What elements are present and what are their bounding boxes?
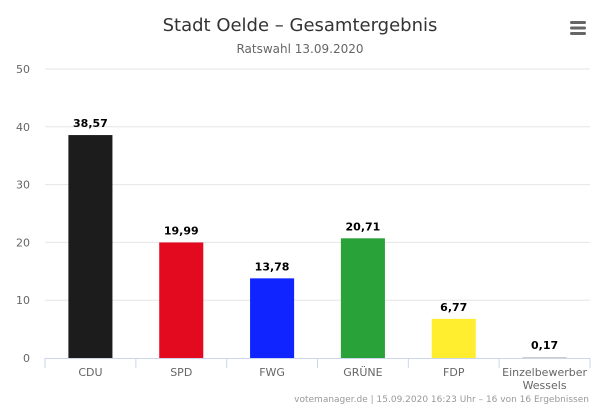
gridlines <box>45 68 590 301</box>
y-tick-label: 50 <box>16 63 30 76</box>
chart-menu-button[interactable] <box>566 16 590 38</box>
data-label: 13,78 <box>255 260 290 273</box>
data-label: 6,77 <box>440 301 467 314</box>
bar-spd[interactable] <box>159 242 204 358</box>
y-tick-label: 40 <box>16 121 30 134</box>
bar-fdp[interactable] <box>431 318 476 358</box>
hamburger-menu-icon <box>570 21 586 35</box>
credits-text[interactable]: votemanager.de | 15.09.2020 16:23 Uhr – … <box>294 395 589 405</box>
bar-grüne[interactable] <box>340 238 385 358</box>
data-label: 0,17 <box>531 339 558 352</box>
y-tick-label: 10 <box>16 294 30 307</box>
chart-title: Stadt Oelde – Gesamtergebnis <box>163 15 438 36</box>
data-label: 19,99 <box>164 224 199 237</box>
y-tick-label: 0 <box>23 352 30 365</box>
y-tick-label: 20 <box>16 236 30 249</box>
x-axis-tick-marks <box>44 358 591 368</box>
y-tick-label: 30 <box>16 179 30 192</box>
y-axis-ticks: 0 10 20 30 40 50 <box>16 63 30 365</box>
x-tick-label: SPD <box>170 366 192 379</box>
data-label: 38,57 <box>73 117 108 130</box>
chart-subtitle: Ratswahl 13.09.2020 <box>236 42 363 56</box>
x-tick-label: FWG <box>259 366 285 379</box>
x-tick-label: GRÜNE <box>343 366 382 379</box>
bar-fwg[interactable] <box>250 278 295 358</box>
bars <box>68 135 567 358</box>
x-tick-label: CDU <box>78 366 102 379</box>
data-label: 20,71 <box>346 220 381 233</box>
x-tick-label: FDP <box>443 366 465 379</box>
x-tick-label: Einzelbewerber <box>502 366 587 379</box>
data-labels: 38,57 19,99 13,78 20,71 6,77 0,17 <box>73 117 558 352</box>
bar-einzelbewerber-wessels[interactable] <box>522 357 567 358</box>
bar-cdu[interactable] <box>68 135 113 358</box>
x-tick-label: Wessels <box>523 379 567 392</box>
